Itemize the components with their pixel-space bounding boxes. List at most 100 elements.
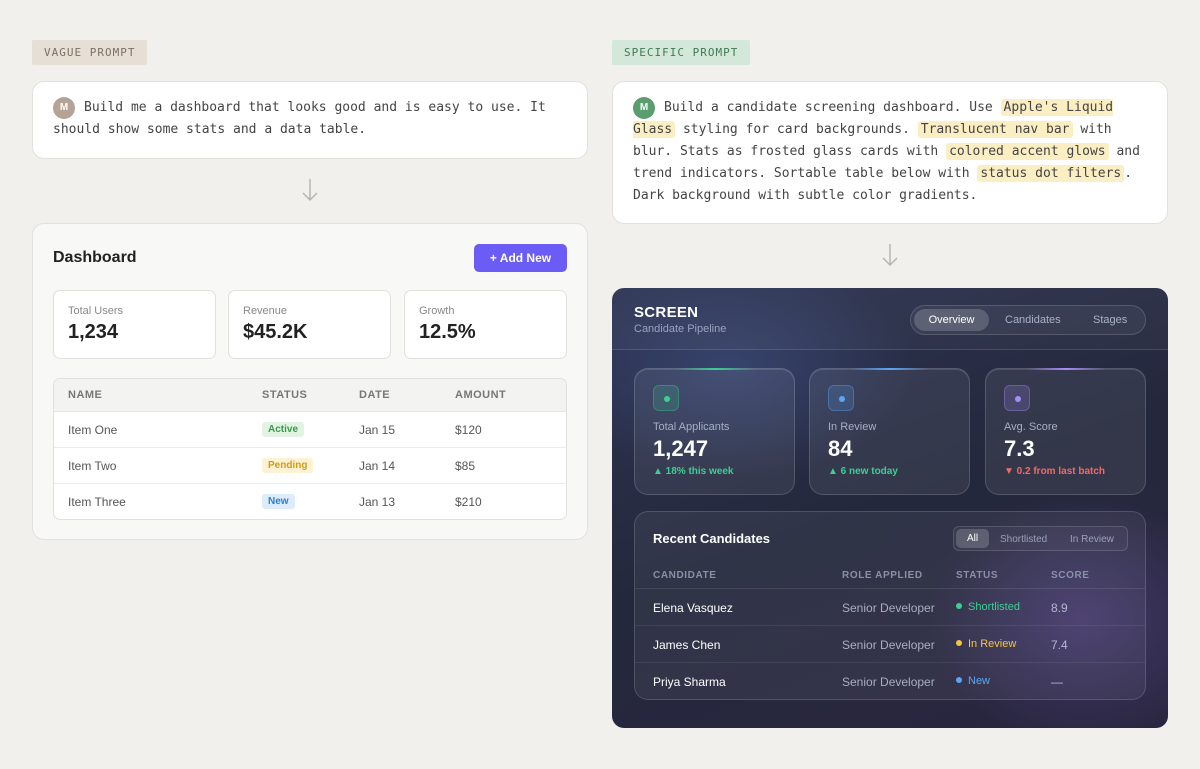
candidates-table: Recent Candidates All Shortlisted In Rev… [634, 511, 1146, 700]
review-icon [828, 385, 854, 411]
filter-in-review[interactable]: In Review [1070, 534, 1114, 545]
column-header[interactable]: ROLE APPLIED [842, 570, 923, 581]
score-icon [1004, 385, 1030, 411]
stat-value: $45.2K [243, 321, 308, 343]
cell-amount: $120 [455, 423, 482, 437]
stat-card-revenue: Revenue $45.2K [228, 290, 391, 359]
tab-stages[interactable]: Stages [1093, 314, 1128, 326]
prompt-text-part: with blur. Stats as frosted glass cards … [633, 122, 1112, 159]
stat-value: 1,234 [68, 321, 119, 343]
accent-glow [675, 368, 755, 370]
simple-dashboard: Dashboard + Add New Total Users 1,234 Re… [32, 223, 588, 540]
cell-name: Item Three [68, 495, 126, 509]
table-row[interactable]: Priya Sharma Senior Developer New — [635, 663, 1145, 699]
nav-bar: SCREEN Candidate Pipeline Overview Candi… [612, 288, 1168, 350]
tab-overview[interactable]: Overview [914, 309, 989, 331]
table-header: NAME STATUS DATE AMOUNT [54, 379, 566, 412]
prompt-text-part: styling for card backgrounds. [675, 122, 918, 137]
stat-label: Total Users [68, 305, 124, 317]
prompt-text-part: . Dark background with subtle color grad… [633, 166, 1133, 203]
vague-prompt-text: Build me a dashboard that looks good and… [53, 100, 546, 137]
specific-prompt-tag: SPECIFIC PROMPT [612, 40, 751, 65]
prompt-text-part: Build a candidate screening dashboard. U… [664, 100, 1001, 115]
stat-value: 7.3 [1004, 436, 1035, 461]
user-avatar: M [53, 97, 75, 119]
status-dot-icon [956, 640, 962, 646]
column-header[interactable]: STATUS [262, 389, 308, 401]
prompt-highlight: colored accent glows [946, 143, 1109, 160]
vague-prompt-box: M Build me a dashboard that looks good an… [32, 81, 588, 159]
stat-label: Growth [419, 305, 455, 317]
stat-card-total-applicants: Total Applicants 1,247 ▲ 18% this week [634, 368, 795, 495]
stat-label: Total Applicants [653, 421, 730, 433]
status-dot-icon [956, 603, 962, 609]
status-badge: Active [262, 422, 305, 437]
column-header[interactable]: STATUS [956, 570, 999, 581]
status-badge: Pending [262, 458, 314, 473]
user-avatar: M [633, 97, 655, 119]
cell-candidate: Priya Sharma [653, 675, 726, 689]
applicants-icon [653, 385, 679, 411]
cell-role: Senior Developer [842, 601, 935, 615]
specific-prompt-box: M Build a candidate screening dashboard. … [612, 81, 1168, 224]
status-text: Shortlisted [968, 601, 1020, 613]
brand-title: SCREEN [634, 304, 699, 321]
nav-tabs: Overview Candidates Stages [910, 305, 1146, 335]
stat-trend: ▲ 6 new today [828, 466, 898, 477]
dashboard-title: Dashboard [53, 249, 137, 266]
status-text: New [968, 675, 991, 687]
stat-card-total-users: Total Users 1,234 [53, 290, 216, 359]
status-indicator: New [956, 675, 990, 687]
column-header[interactable]: CANDIDATE [653, 570, 717, 581]
table-row[interactable]: Item One Active Jan 15 $120 [54, 412, 566, 448]
vague-prompt-tag: VAGUE PROMPT [32, 40, 148, 65]
status-text: In Review [968, 638, 1017, 650]
column-header[interactable]: NAME [68, 389, 103, 401]
status-indicator: Shortlisted [956, 601, 1020, 613]
cell-amount: $85 [455, 459, 476, 473]
cell-date: Jan 15 [359, 423, 396, 437]
status-badge: New [262, 494, 295, 509]
add-new-button[interactable]: + Add New [474, 244, 567, 272]
accent-glow [850, 368, 930, 370]
cell-candidate: James Chen [653, 638, 721, 652]
column-header[interactable]: AMOUNT [455, 389, 507, 401]
table-row[interactable]: Item Three New Jan 13 $210 [54, 484, 566, 519]
prompt-highlight: status dot filters [977, 165, 1125, 182]
cell-date: Jan 14 [359, 459, 396, 473]
filter-all[interactable]: All [956, 529, 989, 548]
stat-trend: ▲ 18% this week [653, 466, 734, 477]
table-row[interactable]: Item Two Pending Jan 14 $85 [54, 448, 566, 484]
status-dot-icon [956, 677, 962, 683]
column-header[interactable]: DATE [359, 389, 391, 401]
stat-value: 12.5% [419, 321, 476, 343]
cell-candidate: Elena Vasquez [653, 601, 733, 615]
stat-value: 84 [828, 436, 853, 461]
table-row[interactable]: Elena Vasquez Senior Developer Shortlist… [635, 589, 1145, 626]
status-filters: All Shortlisted In Review [953, 526, 1128, 551]
stat-card-in-review: In Review 84 ▲ 6 new today [809, 368, 970, 495]
tab-candidates[interactable]: Candidates [1005, 314, 1061, 326]
filter-shortlisted[interactable]: Shortlisted [1000, 534, 1048, 545]
data-table: NAME STATUS DATE AMOUNT Item One Active … [53, 378, 567, 520]
stat-label: Revenue [243, 305, 288, 317]
column-header[interactable]: SCORE [1051, 570, 1090, 581]
cell-name: Item Two [68, 459, 117, 473]
prompt-highlight: Translucent nav bar [917, 121, 1073, 138]
stat-value: 1,247 [653, 436, 709, 461]
status-indicator: In Review [956, 638, 1016, 650]
stat-label: In Review [828, 421, 877, 433]
stat-card-growth: Growth 12.5% [404, 290, 567, 359]
cell-score: 8.9 [1051, 601, 1068, 615]
arrow-down-icon [302, 179, 318, 202]
arrow-down-icon [882, 244, 898, 267]
prompt-text-part: and trend indicators. Sortable table bel… [633, 144, 1140, 181]
stat-trend: ▼ 0.2 from last batch [1004, 466, 1106, 477]
table-title: Recent Candidates [653, 531, 771, 546]
cell-score: — [1051, 675, 1063, 689]
table-header: CANDIDATE ROLE APPLIED STATUS SCORE [635, 562, 1145, 589]
screen-dashboard: SCREEN Candidate Pipeline Overview Candi… [612, 288, 1168, 728]
stat-label: Avg. Score [1004, 421, 1058, 433]
table-row[interactable]: James Chen Senior Developer In Review 7.… [635, 626, 1145, 663]
cell-role: Senior Developer [842, 638, 935, 652]
